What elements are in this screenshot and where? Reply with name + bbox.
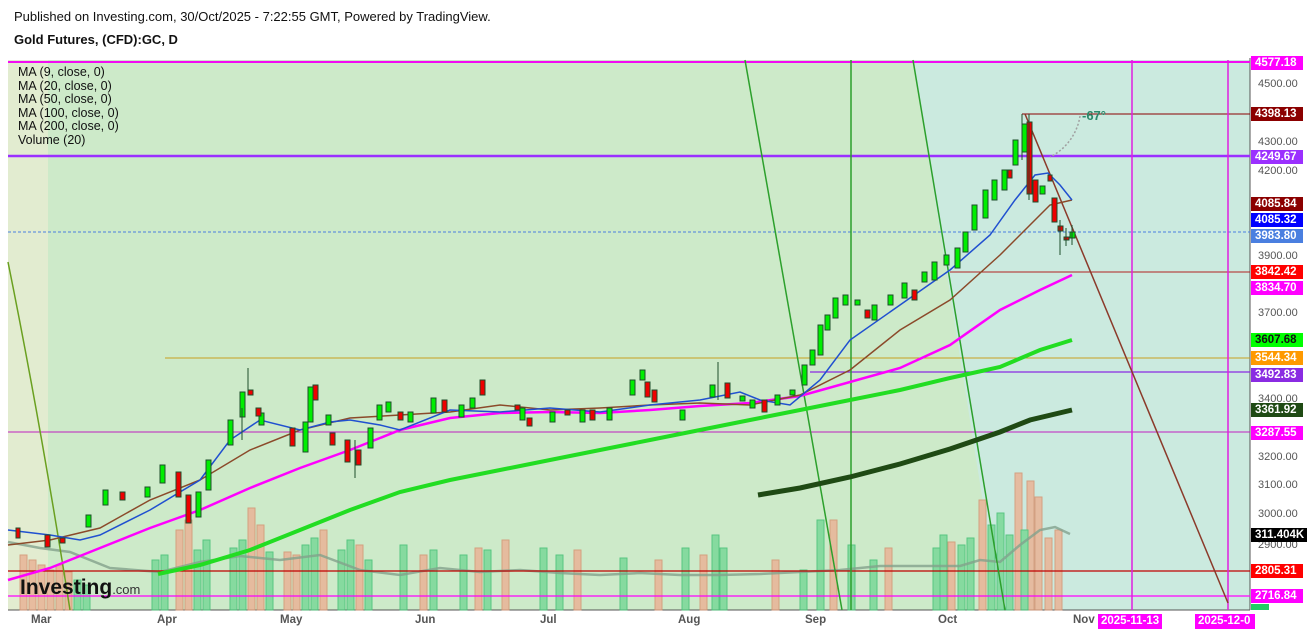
logo-main: Investing bbox=[20, 576, 113, 599]
price-label-3842: 3842.42 bbox=[1251, 265, 1303, 279]
angle-label: -67° bbox=[1082, 108, 1106, 123]
ma9-line bbox=[7, 172, 1073, 541]
date-badge-nov13: 2025-11-13 bbox=[1098, 614, 1163, 629]
legend-ma100[interactable]: MA (100, close, 0) bbox=[18, 105, 119, 120]
legend-ma20[interactable]: MA (20, close, 0) bbox=[18, 78, 112, 93]
ma100-line bbox=[157, 338, 1073, 576]
price-label-ma200: 3361.92 bbox=[1251, 403, 1303, 417]
time-tick-may: May bbox=[280, 614, 303, 626]
legend-ma9[interactable]: MA (9, close, 0) bbox=[18, 65, 105, 79]
price-tick: 2900.00 bbox=[1258, 539, 1298, 551]
price-label-3287: 3287.55 bbox=[1251, 426, 1303, 440]
price-label-ma50: 3834.70 bbox=[1251, 281, 1303, 295]
price-tick: 4500.00 bbox=[1258, 78, 1298, 90]
logo-suffix: .com bbox=[112, 582, 141, 597]
volume-bars bbox=[7, 472, 1071, 611]
price-label-4577: 4577.18 bbox=[1251, 56, 1303, 70]
price-tick: 3100.00 bbox=[1258, 479, 1298, 491]
ma200-line bbox=[757, 407, 1073, 498]
price-label-ma100: 3607.68 bbox=[1251, 333, 1303, 347]
price-tick: 4300.00 bbox=[1258, 136, 1298, 148]
published-note: Published on Investing.com, 30/Oct/2025 … bbox=[14, 9, 491, 24]
legend-volume[interactable]: Volume (20) bbox=[18, 132, 86, 147]
price-tick: 3400.00 bbox=[1258, 393, 1298, 405]
time-tick-mar: Mar bbox=[31, 614, 52, 626]
legend-ma50[interactable]: MA (50, close, 0) bbox=[18, 92, 112, 106]
price-label-2805: 2805.31 bbox=[1251, 564, 1303, 578]
time-tick-sep: Sep bbox=[805, 614, 827, 626]
ma20-line bbox=[7, 199, 1073, 546]
price-label-last: 3983.80 bbox=[1251, 229, 1303, 243]
price-tick: 3700.00 bbox=[1258, 307, 1298, 319]
price-label-3544: 3544.34 bbox=[1251, 351, 1303, 365]
indicator-legend: MA (9, close, 0) MA (20, close, 0) MA (5… bbox=[18, 65, 119, 147]
price-label-4398: 4398.13 bbox=[1251, 107, 1303, 121]
investing-logo: Investing.com bbox=[20, 576, 140, 600]
chart-title: Gold Futures, (CFD):GC, D bbox=[14, 32, 178, 47]
time-tick-nov: Nov bbox=[1073, 614, 1095, 626]
price-tick: 3200.00 bbox=[1258, 451, 1298, 463]
time-tick-apr: Apr bbox=[157, 614, 177, 626]
date-badge-dec: 2025-12-0 bbox=[1195, 614, 1255, 629]
candles bbox=[15, 114, 1076, 548]
time-tick-oct: Oct bbox=[938, 614, 958, 626]
price-tick: 4200.00 bbox=[1258, 165, 1298, 177]
legend-ma200[interactable]: MA (200, close, 0) bbox=[18, 119, 119, 133]
time-tick-aug: Aug bbox=[678, 614, 701, 626]
price-label-4249: 4249.67 bbox=[1251, 150, 1303, 164]
price-tick: 3000.00 bbox=[1258, 508, 1298, 520]
time-tick-jul: Jul bbox=[540, 614, 557, 626]
price-label-ma9: 4085.32 bbox=[1251, 213, 1303, 227]
volume-label: 311.404K bbox=[1251, 528, 1307, 542]
price-label-2716: 2716.84 bbox=[1251, 589, 1303, 603]
price-label-3492: 3492.83 bbox=[1251, 368, 1303, 382]
time-tick-jun: Jun bbox=[415, 614, 436, 626]
volume-marker bbox=[1251, 604, 1269, 610]
price-label-ma20: 4085.84 bbox=[1251, 197, 1303, 211]
price-tick: 3900.00 bbox=[1258, 250, 1298, 262]
